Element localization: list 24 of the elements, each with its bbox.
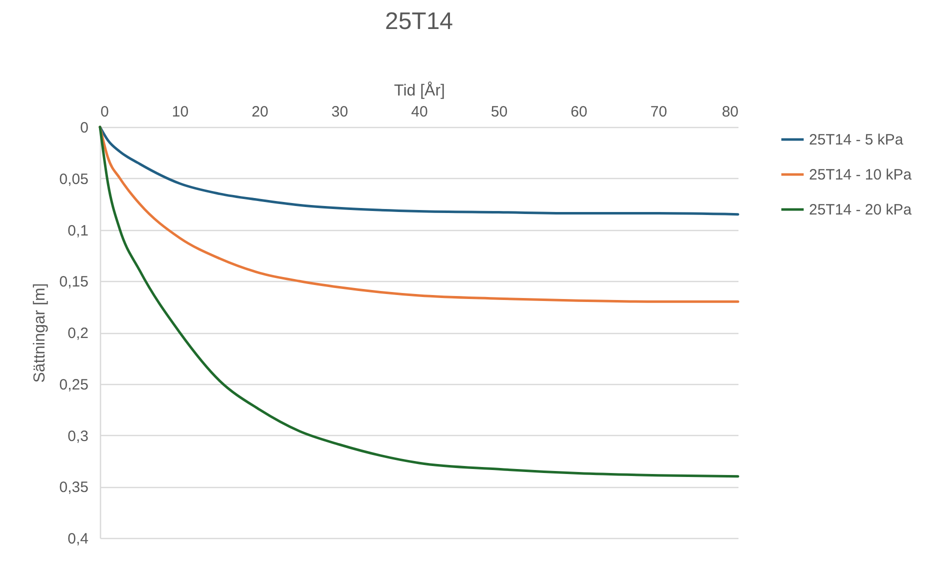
y-tick-label: 0	[80, 120, 88, 136]
y-tick-label: 0,2	[68, 325, 88, 342]
legend-label: 25T14 - 20 kPa	[809, 202, 912, 218]
x-tick-label: 80	[722, 104, 738, 120]
x-tick-label: 70	[650, 104, 668, 120]
x-tick-label: 40	[411, 104, 428, 120]
legend-label: 25T14 - 10 kPa	[809, 166, 912, 184]
x-tick-label: 50	[490, 104, 508, 120]
x-tick-label: 30	[331, 104, 348, 120]
y-axis-title: Sättningar [m]	[31, 283, 48, 383]
chart-title: 25T14	[384, 8, 454, 35]
y-tick-label: 0,35	[59, 479, 88, 496]
y-tick-label: 0,1	[68, 222, 88, 240]
x-axis-title: Tid [År]	[394, 82, 445, 100]
y-tick-label: 0,3	[68, 428, 88, 445]
x-tick-label: 10	[172, 104, 189, 120]
y-tick-label: 0,25	[59, 376, 88, 394]
y-tick-label: 0,4	[68, 530, 88, 548]
x-tick-label: 60	[570, 104, 588, 120]
y-tick-label: 0,05	[59, 170, 88, 188]
x-tick-label: 0	[100, 104, 109, 120]
x-tick-label: 20	[252, 104, 268, 120]
y-tick-label: 0,15	[59, 274, 88, 291]
legend-label: 25T14 - 5 kPa	[809, 132, 904, 148]
